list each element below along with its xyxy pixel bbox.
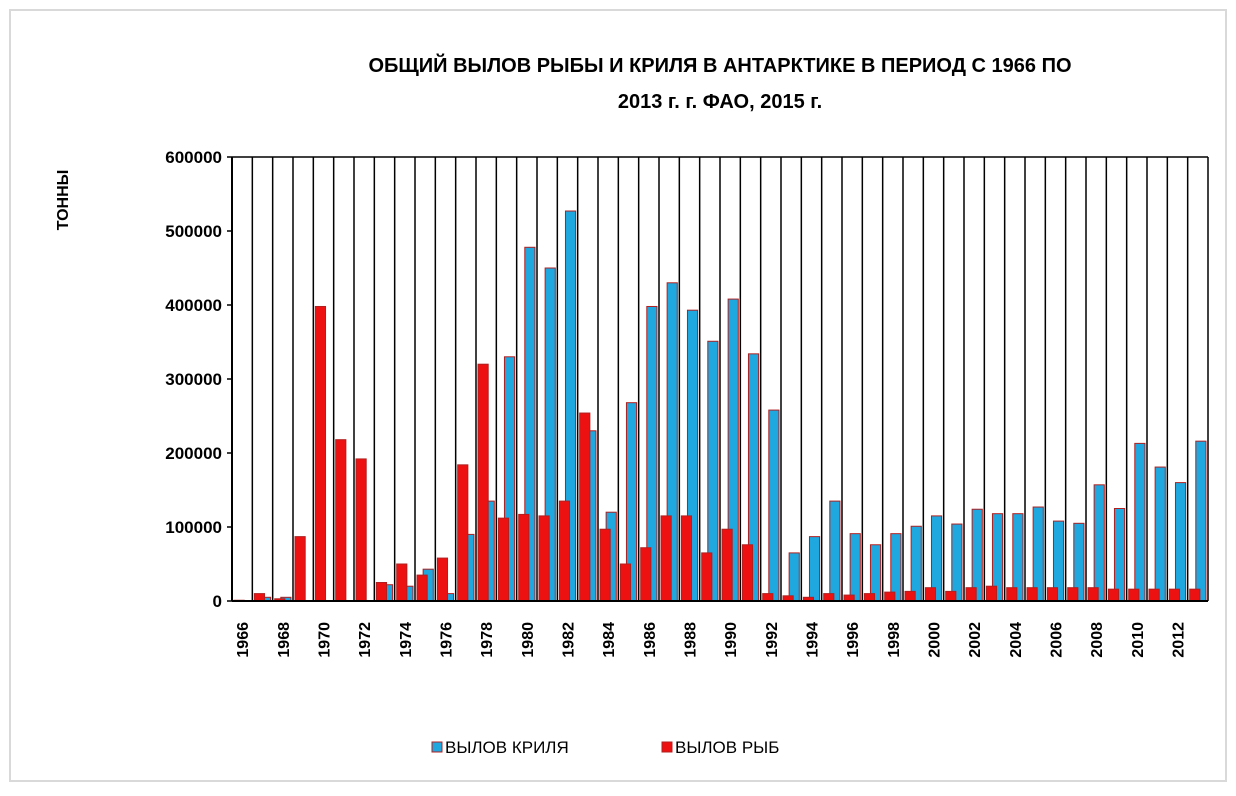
bar bbox=[762, 593, 774, 602]
bar bbox=[457, 464, 469, 602]
bar bbox=[1093, 484, 1105, 602]
x-tick-label: 2000 bbox=[927, 622, 944, 658]
x-tick-label: 2006 bbox=[1049, 622, 1066, 658]
y-axis-label: ТОННЫ bbox=[55, 170, 72, 231]
bar bbox=[701, 552, 713, 602]
chart-title: ОБЩИЙ ВЫЛОВ РЫБЫ И КРИЛЯ В АНТАРКТИКЕ В … bbox=[368, 53, 1071, 77]
bar bbox=[436, 557, 449, 602]
bar bbox=[808, 536, 821, 602]
bar bbox=[1113, 508, 1126, 602]
bar bbox=[314, 305, 327, 602]
legend-label: ВЫЛОВ РЫБ bbox=[675, 738, 779, 757]
bar bbox=[599, 528, 611, 602]
x-tick-label: 1986 bbox=[642, 622, 659, 658]
bar bbox=[910, 525, 922, 602]
bar bbox=[924, 587, 937, 602]
bar bbox=[1195, 440, 1207, 602]
x-tick-label: 1992 bbox=[764, 622, 781, 658]
bar bbox=[1189, 588, 1201, 602]
x-tick-label: 1972 bbox=[357, 622, 374, 658]
bar bbox=[558, 500, 571, 602]
y-tick-label: 0 bbox=[213, 592, 222, 611]
bar bbox=[863, 593, 876, 602]
x-tick-label: 1978 bbox=[479, 622, 496, 658]
bar bbox=[1026, 587, 1038, 602]
bar bbox=[538, 515, 550, 602]
bar bbox=[1174, 482, 1187, 602]
bar bbox=[579, 412, 591, 602]
y-tick-label: 400000 bbox=[165, 296, 222, 315]
bar bbox=[660, 515, 672, 602]
bar bbox=[416, 574, 428, 602]
x-tick-label: 2004 bbox=[1008, 622, 1025, 658]
x-tick-label: 1968 bbox=[276, 622, 293, 658]
bar bbox=[1107, 588, 1120, 602]
y-tick-label: 600000 bbox=[165, 148, 222, 167]
bar bbox=[1148, 588, 1160, 602]
bar bbox=[965, 587, 977, 602]
y-tick-label: 300000 bbox=[165, 370, 222, 389]
x-tick-label: 1984 bbox=[601, 622, 618, 658]
bar bbox=[890, 533, 902, 602]
x-tick-label: 1994 bbox=[805, 622, 822, 658]
x-tick-label: 1990 bbox=[723, 622, 740, 658]
x-tick-label: 1966 bbox=[235, 622, 252, 658]
bar bbox=[1154, 466, 1166, 602]
bar bbox=[477, 363, 489, 602]
bar bbox=[640, 547, 652, 602]
bar bbox=[396, 563, 408, 602]
bar bbox=[869, 544, 882, 602]
x-tick-label: 1980 bbox=[520, 622, 537, 658]
bar bbox=[788, 552, 800, 602]
bar bbox=[849, 533, 861, 602]
bar bbox=[1168, 588, 1181, 602]
x-tick-label: 2012 bbox=[1171, 622, 1188, 658]
bar bbox=[721, 528, 733, 602]
bar bbox=[904, 590, 916, 602]
bar bbox=[829, 500, 841, 602]
x-tick-label: 1988 bbox=[683, 622, 700, 658]
bar bbox=[951, 523, 963, 602]
bar bbox=[1134, 442, 1146, 602]
bar bbox=[518, 513, 530, 602]
bar bbox=[1032, 506, 1044, 602]
x-tick-label: 2008 bbox=[1089, 622, 1106, 658]
bar bbox=[1128, 588, 1140, 602]
x-tick-label: 1974 bbox=[398, 622, 415, 658]
bar bbox=[741, 544, 754, 602]
y-tick-label: 200000 bbox=[165, 444, 222, 463]
bar bbox=[1067, 587, 1079, 602]
x-tick-label: 1970 bbox=[317, 622, 334, 658]
bar bbox=[823, 593, 835, 602]
bar bbox=[1006, 587, 1018, 602]
x-tick-label: 2002 bbox=[967, 622, 984, 658]
x-tick-label: 2010 bbox=[1130, 622, 1147, 658]
bar bbox=[335, 439, 347, 602]
bar bbox=[985, 585, 998, 602]
y-tick-label: 500000 bbox=[165, 222, 222, 241]
bar bbox=[375, 582, 388, 602]
bar bbox=[1087, 587, 1099, 602]
bar bbox=[355, 458, 367, 602]
bar bbox=[945, 590, 957, 602]
legend-swatch bbox=[431, 741, 443, 753]
x-tick-label: 1996 bbox=[845, 622, 862, 658]
bar bbox=[253, 593, 266, 602]
x-tick-label: 1982 bbox=[561, 622, 578, 658]
y-tick-label: 100000 bbox=[165, 518, 222, 537]
legend-swatch bbox=[661, 741, 673, 753]
x-tick-label: 1976 bbox=[439, 622, 456, 658]
bar bbox=[497, 517, 510, 602]
bar bbox=[294, 536, 306, 602]
bar bbox=[768, 409, 780, 602]
bar bbox=[619, 563, 632, 602]
legend-label: ВЫЛОВ КРИЛЯ bbox=[445, 738, 569, 757]
chart-title: 2013 г. г. ФАО, 2015 г. bbox=[618, 91, 822, 113]
bar bbox=[884, 591, 896, 602]
bar bbox=[1046, 587, 1059, 602]
bar bbox=[680, 515, 693, 602]
x-tick-label: 1998 bbox=[886, 622, 903, 658]
